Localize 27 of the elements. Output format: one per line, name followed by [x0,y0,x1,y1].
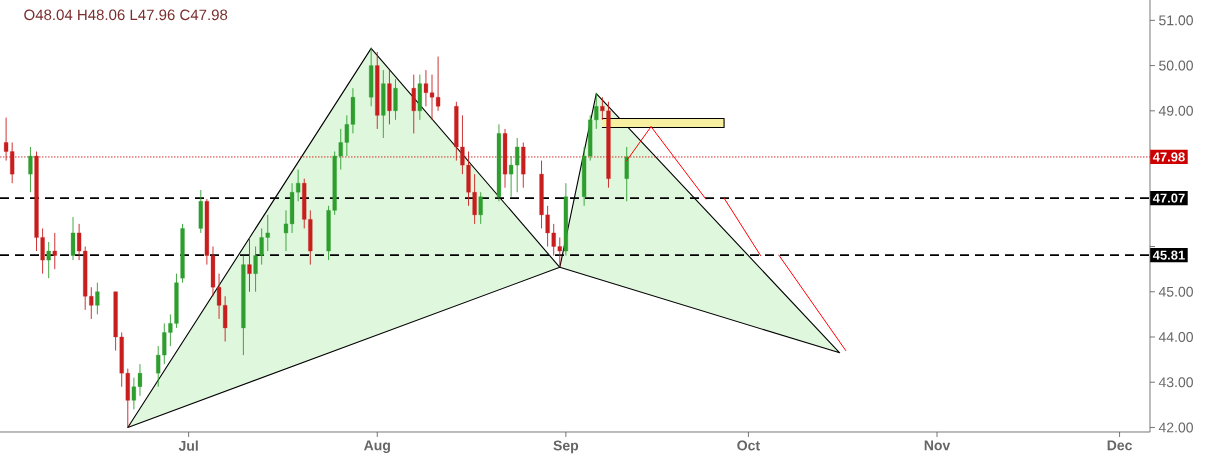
candlestick [478,191,483,225]
x-tick-label: Sep [553,440,579,454]
x-tick-label: Oct [737,440,760,451]
y-tick-label: 50.00 [1159,60,1193,71]
candlestick [95,282,100,315]
candlestick [247,237,252,293]
x-tick-label: Nov [924,440,951,451]
x-tick-label: Dec [1107,440,1132,451]
candlestick [624,146,629,202]
y-tick-label: 45.00 [1158,286,1193,297]
y-tick-label: 43.00 [1158,377,1193,388]
candlestick [411,74,416,134]
ref-line-label: 47.07 [1152,193,1185,203]
y-tick-label: 49.00 [1158,105,1193,116]
ref-line-label: 47.98 [1152,152,1185,162]
ref-line-label: 45.81 [1152,250,1185,260]
candlestick [393,78,398,121]
annotation: O48.04 H48.06 L47.96 C47.98 [24,9,228,21]
candlestick [52,232,57,270]
candlestick [46,241,51,279]
y-tick-label: 42.00 [1158,422,1193,433]
x-tick-label: Aug [363,440,390,454]
candlestick [70,216,76,261]
y-tick-label: 44.00 [1158,332,1193,342]
y-tick-label: 51.00 [1159,15,1193,26]
candlestick [28,146,33,193]
x-tick-label: Jul [178,440,198,451]
